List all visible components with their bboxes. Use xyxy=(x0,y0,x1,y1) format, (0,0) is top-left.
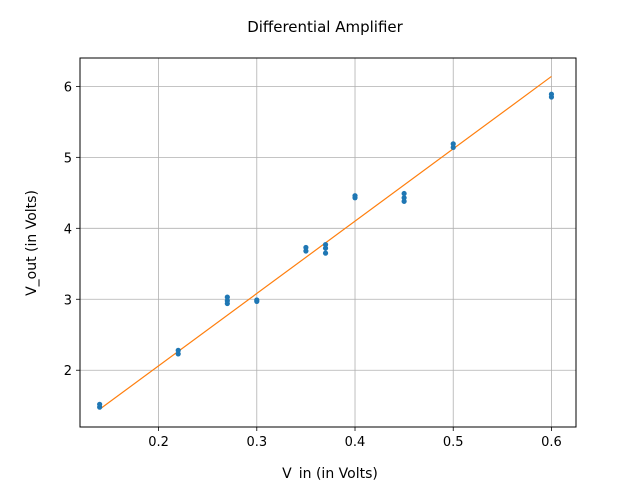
x-tick-label: 0.2 xyxy=(148,435,169,450)
chart-title: Differential Amplifier xyxy=(247,18,403,36)
plot-frame xyxy=(79,57,577,428)
x-tick-label: 0.4 xyxy=(345,435,366,450)
y-tick-label: 4 xyxy=(64,222,72,237)
data-point xyxy=(401,195,407,201)
x-axis-label: V_in (in Volts) xyxy=(282,466,378,480)
data-point xyxy=(352,193,358,199)
data-points-layer xyxy=(97,91,555,410)
data-point xyxy=(303,244,309,251)
data-point xyxy=(224,294,230,300)
data-point xyxy=(97,401,103,407)
y-tick-label: 2 xyxy=(64,364,72,379)
x-axis-ticks: 0.2 0.3 0.4 0.5 0.6 xyxy=(148,427,562,450)
y-tick-label: 5 xyxy=(64,151,72,166)
data-point xyxy=(254,297,260,303)
grid xyxy=(80,58,576,427)
data-point xyxy=(450,141,456,147)
data-point xyxy=(548,91,555,97)
data-point xyxy=(401,190,407,197)
y-tick-label: 6 xyxy=(64,80,72,95)
data-point xyxy=(322,250,329,256)
x-tick-label: 0.6 xyxy=(541,435,562,450)
x-tick-label: 0.3 xyxy=(246,435,267,450)
data-point xyxy=(175,347,181,353)
data-point xyxy=(322,242,329,248)
y-axis-label: V_out (in Volts) xyxy=(24,190,40,296)
x-tick-label: 0.5 xyxy=(443,435,464,450)
y-axis-ticks: 2 3 4 5 6 xyxy=(64,80,80,379)
y-tick-label: 3 xyxy=(64,293,72,308)
